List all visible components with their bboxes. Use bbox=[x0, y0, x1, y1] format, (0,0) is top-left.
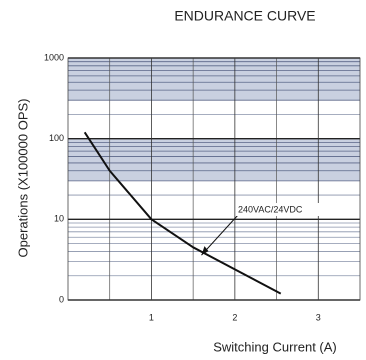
annotation-bg bbox=[236, 203, 324, 216]
y-tick-label: 100 bbox=[49, 133, 64, 143]
y-tick-label: 1000 bbox=[44, 52, 64, 62]
annotation-arrow bbox=[201, 214, 239, 256]
y-axis-label: Operations (X100000 OPS) bbox=[15, 99, 30, 258]
x-axis-label: Switching Current (A) bbox=[213, 339, 337, 354]
decade-band bbox=[68, 58, 360, 101]
line-series bbox=[83, 131, 282, 295]
annotation: 240VAC/24VDC bbox=[238, 204, 303, 214]
decade-band bbox=[68, 138, 360, 181]
x-tick-label: 1 bbox=[149, 312, 154, 322]
y-tick-label: 10 bbox=[54, 214, 64, 224]
plot-border bbox=[67, 57, 361, 301]
y-tick-label: 0 bbox=[59, 294, 64, 304]
chart-title: ENDURANCE CURVE bbox=[174, 8, 315, 24]
x-tick-label: 3 bbox=[316, 312, 321, 322]
x-tick-label: 2 bbox=[232, 312, 237, 322]
arrow-head bbox=[201, 246, 209, 256]
